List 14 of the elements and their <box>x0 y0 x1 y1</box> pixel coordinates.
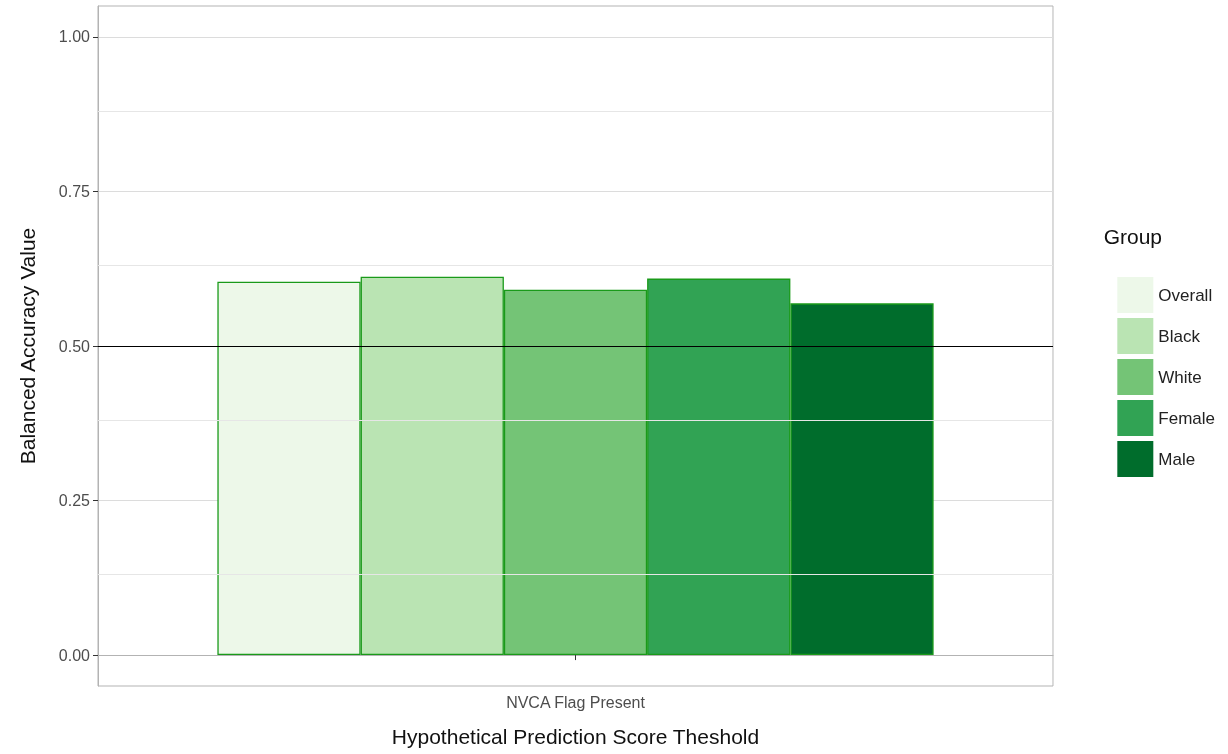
x-axis-title: Hypothetical Prediction Score Theshold <box>391 725 760 748</box>
legend-label: Overall <box>1158 285 1213 305</box>
y-tick-label: 0.75 <box>58 182 91 200</box>
legend-label: White <box>1158 367 1202 387</box>
legend-label: Black <box>1158 326 1201 346</box>
y-axis-title: Balanced Accuracy Value <box>16 227 39 465</box>
legend-title: Group <box>1103 225 1163 248</box>
legend-label: Male <box>1158 449 1196 469</box>
x-tick-label: NVCA Flag Present <box>506 693 646 711</box>
legend-label: Female <box>1158 408 1215 428</box>
y-tick-label: 0.25 <box>58 492 91 510</box>
y-tick-label: 0.50 <box>58 337 91 355</box>
y-tick-label: 0.00 <box>58 646 91 664</box>
y-tick-label: 1.00 <box>58 28 91 46</box>
